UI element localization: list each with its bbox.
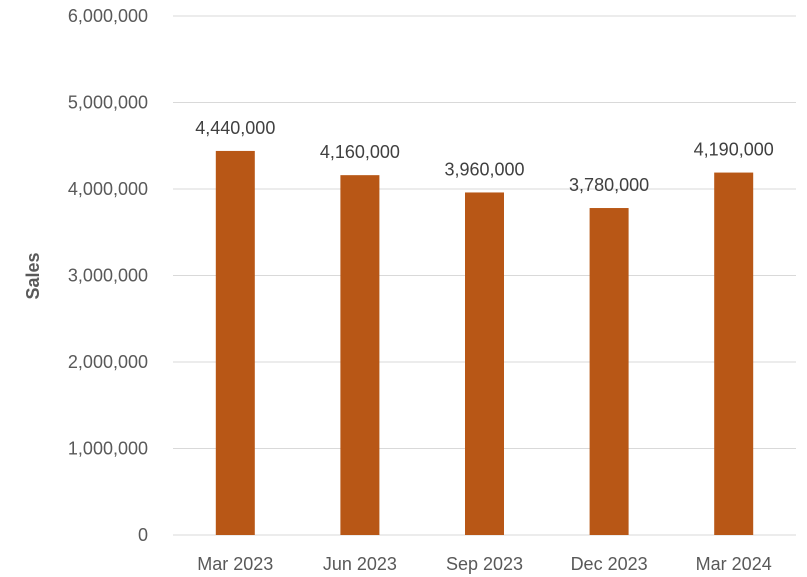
y-tick-label: 6,000,000	[68, 6, 148, 26]
data-label: 3,960,000	[444, 159, 524, 179]
data-label: 4,440,000	[195, 118, 275, 138]
y-tick-label: 2,000,000	[68, 352, 148, 372]
y-tick-label: 0	[138, 525, 148, 545]
data-label: 4,160,000	[320, 142, 400, 162]
x-tick-label: Sep 2023	[446, 554, 523, 574]
x-tick-label: Mar 2023	[197, 554, 273, 574]
bar	[340, 175, 380, 535]
data-label: 3,780,000	[569, 175, 649, 195]
bar	[465, 192, 504, 535]
x-tick-label: Dec 2023	[571, 554, 648, 574]
y-axis-title: Sales	[23, 252, 43, 299]
bar	[589, 208, 629, 535]
bar	[714, 172, 754, 535]
data-labels: 4,440,000 4,160,000 3,960,000 3,780,000 4,19…	[195, 118, 773, 195]
x-tick-label: Jun 2023	[323, 554, 397, 574]
y-tick-label: 3,000,000	[68, 266, 148, 286]
y-tick-label: 4,000,000	[68, 179, 148, 199]
y-tick-label: 5,000,000	[68, 93, 148, 113]
x-tick-label: Mar 2024	[696, 554, 772, 574]
x-axis-ticks: Mar 2023 Jun 2023 Sep 2023 Dec 2023 Mar 2024	[197, 554, 771, 574]
y-tick-label: 1,000,000	[68, 439, 148, 459]
bars	[215, 150, 754, 535]
y-axis-ticks: 0 1,000,000 2,000,000 3,000,000 4,000,000 5,0…	[68, 6, 148, 545]
bar	[215, 150, 255, 535]
data-label: 4,190,000	[694, 140, 774, 160]
